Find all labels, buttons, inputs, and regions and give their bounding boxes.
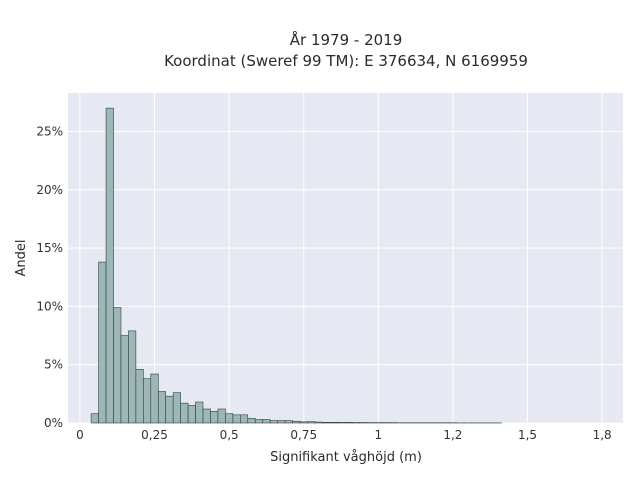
histogram-bar [135, 369, 144, 424]
chart-title-line1: År 1979 - 2019 [290, 30, 403, 49]
histogram-bar [262, 419, 271, 424]
histogram-bar [217, 408, 226, 424]
histogram-bar [232, 414, 241, 424]
histogram-bar [299, 421, 308, 424]
histogram-bar [187, 405, 196, 424]
x-tick-label: 0 [76, 428, 84, 442]
histogram-bar [143, 378, 152, 424]
chart-title-line2: Koordinat (Sweref 99 TM): E 376634, N 61… [164, 52, 528, 70]
histogram-bar [157, 391, 167, 424]
histogram-bar [329, 422, 338, 424]
histogram-bar [322, 422, 331, 424]
histogram-bar [225, 413, 234, 424]
histogram-bar [210, 411, 219, 424]
histogram-bar [105, 107, 114, 424]
x-tick-label: 0,75 [290, 428, 317, 442]
histogram-bar [336, 422, 346, 424]
y-axis-ticks: 0% 5% 10% 15% 20% 25% [36, 124, 63, 430]
histogram-bar [113, 307, 122, 424]
histogram-bar [284, 420, 293, 424]
histogram-bar [98, 261, 107, 424]
x-axis-ticks: 0 0,25 0,5 0,75 1 1,2 1,5 1,8 [76, 428, 612, 442]
y-tick-label: 20% [36, 183, 63, 197]
histogram-bar [180, 402, 189, 424]
x-tick-label: 1 [375, 428, 383, 442]
histogram-bar [247, 418, 256, 424]
x-axis-label: Signifikant våghöjd (m) [270, 450, 422, 465]
y-tick-label: 10% [36, 299, 63, 313]
histogram-bar [195, 401, 204, 424]
histogram-bar [277, 420, 286, 424]
plot-area [68, 93, 623, 423]
histogram-bar [314, 421, 323, 424]
histogram-bar [292, 420, 301, 424]
x-tick-label: 0,25 [141, 428, 168, 442]
x-tick-label: 1,2 [443, 428, 462, 442]
x-tick-label: 1,5 [518, 428, 537, 442]
histogram-bar [254, 419, 263, 424]
histogram-bar [172, 392, 181, 424]
histogram-bar [202, 408, 211, 424]
x-tick-label: 0,5 [220, 428, 239, 442]
histogram-bar [344, 422, 353, 424]
y-tick-label: 25% [36, 124, 63, 138]
histogram-bar [90, 413, 99, 424]
histogram-bar [240, 414, 249, 424]
y-tick-label: 0% [44, 416, 63, 430]
grid-lines [68, 93, 623, 424]
histogram-bars [90, 107, 502, 424]
histogram-bar [150, 373, 159, 424]
y-axis-label: Andel [14, 240, 29, 277]
y-tick-label: 5% [44, 358, 63, 372]
histogram-bar [120, 335, 129, 424]
histogram-bar [128, 330, 137, 424]
histogram-bar [269, 420, 278, 424]
y-tick-label: 15% [36, 241, 63, 255]
x-tick-label: 1,8 [593, 428, 612, 442]
histogram-bar [165, 395, 174, 424]
histogram-bar [307, 421, 316, 424]
